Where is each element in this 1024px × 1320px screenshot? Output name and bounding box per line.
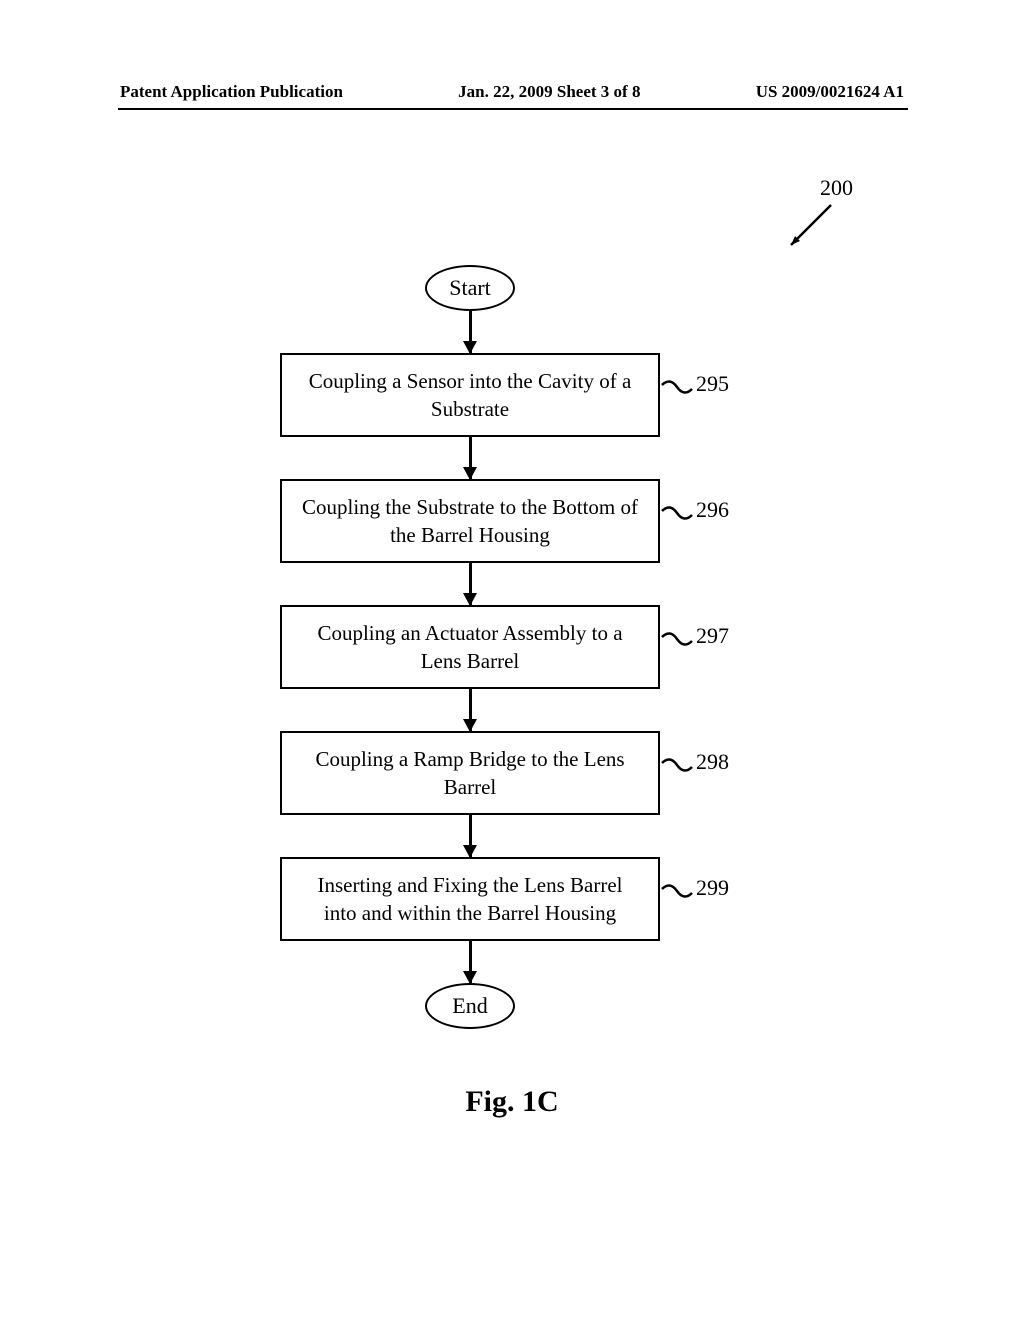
ref-num-4: 298 — [696, 749, 729, 775]
page-header: Patent Application Publication Jan. 22, … — [0, 82, 1024, 102]
process-text-2: Coupling the Substrate to the Bottom of … — [300, 493, 640, 550]
ref-num-2: 296 — [696, 497, 729, 523]
overall-ref-lead-line — [785, 203, 835, 253]
ref-squiggle-2 — [660, 503, 694, 525]
process-text-1: Coupling a Sensor into the Cavity of a S… — [300, 367, 640, 424]
arrow-5 — [469, 941, 472, 983]
header-center: Jan. 22, 2009 Sheet 3 of 8 — [458, 82, 640, 102]
ref-num-1: 295 — [696, 371, 729, 397]
figure-caption: Fig. 1C — [0, 1085, 1024, 1119]
flowchart: 200 Start Coupling a Sensor into the Cav… — [0, 175, 1024, 1135]
process-text-4: Coupling a Ramp Bridge to the Lens Barre… — [300, 745, 640, 802]
header-rule — [118, 108, 908, 110]
arrow-1 — [469, 437, 472, 479]
process-box-3: Coupling an Actuator Assembly to a Lens … — [280, 605, 660, 689]
header-left: Patent Application Publication — [120, 82, 343, 102]
ref-num-5: 299 — [696, 875, 729, 901]
end-terminator: End — [425, 983, 515, 1029]
ref-squiggle-4 — [660, 755, 694, 777]
ref-squiggle-5 — [660, 881, 694, 903]
process-text-3: Coupling an Actuator Assembly to a Lens … — [300, 619, 640, 676]
process-text-5: Inserting and Fixing the Lens Barrel int… — [300, 871, 640, 928]
process-box-1: Coupling a Sensor into the Cavity of a S… — [280, 353, 660, 437]
ref-squiggle-3 — [660, 629, 694, 651]
arrow-0 — [469, 311, 472, 353]
start-terminator: Start — [425, 265, 515, 311]
arrow-2 — [469, 563, 472, 605]
process-box-5: Inserting and Fixing the Lens Barrel int… — [280, 857, 660, 941]
arrow-3 — [469, 689, 472, 731]
overall-ref-number: 200 — [820, 175, 853, 201]
process-box-4: Coupling a Ramp Bridge to the Lens Barre… — [280, 731, 660, 815]
header-right: US 2009/0021624 A1 — [756, 82, 904, 102]
ref-num-3: 297 — [696, 623, 729, 649]
ref-squiggle-1 — [660, 377, 694, 399]
end-label: End — [452, 993, 487, 1019]
arrow-4 — [469, 815, 472, 857]
start-label: Start — [449, 275, 491, 301]
process-box-2: Coupling the Substrate to the Bottom of … — [280, 479, 660, 563]
